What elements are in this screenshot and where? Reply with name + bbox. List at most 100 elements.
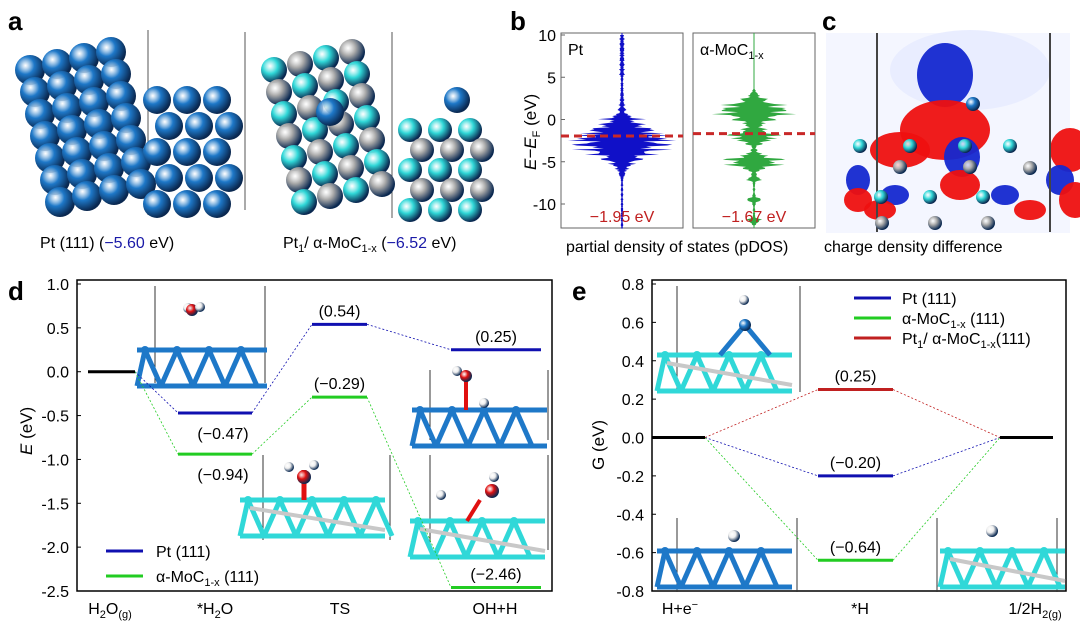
energy-value-label: (0.25) <box>475 329 517 346</box>
legend-label: Pt1/ α-MoC1-x(111) <box>902 331 1031 351</box>
h-atom <box>284 462 294 472</box>
legend-sub: 1-x <box>204 577 220 589</box>
pt-atom <box>173 86 201 114</box>
legend-sub: 1 <box>917 339 923 351</box>
carbon-atom <box>307 139 333 165</box>
connector-line <box>134 371 179 455</box>
category-part: 1/2H <box>1008 601 1042 618</box>
panel-label-a: a <box>8 6 23 36</box>
panel-c-charge-density <box>826 30 1080 233</box>
carbon-atom <box>893 160 907 174</box>
y-tick-label: 0.5 <box>47 321 69 338</box>
slab-atom <box>141 346 149 354</box>
carbon-atom <box>470 178 494 202</box>
panel-a-structures <box>15 30 494 222</box>
x-category-label: TS <box>330 601 350 618</box>
y-tick-label: -0.4 <box>616 507 644 524</box>
slab-bond <box>654 550 668 588</box>
ylabel-part: (eV) <box>521 94 540 131</box>
x-category-label: OH+H <box>473 601 518 618</box>
connector-line <box>892 389 1001 438</box>
energy-value-label: (−0.94) <box>197 467 248 484</box>
plot-frame <box>76 279 553 592</box>
slab-bond <box>237 499 251 537</box>
slab-bond <box>415 519 437 559</box>
slab-bond <box>142 348 164 388</box>
slab-bond <box>417 408 439 448</box>
category-part: H+e <box>662 601 692 618</box>
d-band-center-label: −1.67 eV <box>722 209 787 226</box>
ylabel-sub: F <box>531 130 543 137</box>
y-tick-label: 1.0 <box>47 277 69 294</box>
y-tick-label: -1.5 <box>41 496 69 513</box>
slab-bond <box>222 348 244 388</box>
pt-atom <box>143 190 171 218</box>
carbon-atom <box>276 123 302 149</box>
h-atom <box>436 490 446 500</box>
energy-value-label: (−0.20) <box>830 455 881 472</box>
energy-value-label: (−0.64) <box>830 539 881 556</box>
y-tick-label: -2.0 <box>41 540 69 557</box>
slab-bond <box>277 498 299 538</box>
slab-atom <box>757 547 765 555</box>
carbon-bond <box>419 527 546 553</box>
slab-bond <box>758 549 780 589</box>
mo-atom <box>923 190 937 204</box>
subplot-name-sub: 1-x <box>748 50 764 62</box>
mo-atom <box>976 190 990 204</box>
carbon-atom <box>317 183 343 209</box>
carbon-atom <box>981 216 995 230</box>
d-band-center-label: −1.95 eV <box>590 209 655 226</box>
x-category-label: *H <box>851 601 869 618</box>
slab-atom <box>693 351 701 359</box>
connector-line <box>892 437 1001 561</box>
pt-atom <box>203 86 231 114</box>
carbon-atom <box>359 127 385 153</box>
slab-atom <box>1040 547 1048 555</box>
connector-line <box>366 396 452 588</box>
energy-value-label: (0.54) <box>319 303 361 320</box>
pt-atom <box>72 181 102 211</box>
category-sub: 2(g) <box>1042 609 1062 621</box>
slab-atom <box>244 496 252 504</box>
mo-atom <box>354 105 380 131</box>
legend-label: α-MoC1-x (111) <box>902 311 1005 331</box>
mo-atom <box>398 198 422 222</box>
pt1-moc-caption: Pt1/ α-MoC1-x (−6.52 eV) <box>283 235 456 255</box>
legend-label: Pt (111) <box>156 544 211 561</box>
pt-bond <box>743 323 772 357</box>
slab-bond <box>479 519 501 559</box>
legend-part: (111) <box>966 311 1005 328</box>
carbon-atom <box>410 178 434 202</box>
connector-line <box>134 371 179 414</box>
slab-bond <box>742 549 764 589</box>
carbon-atom <box>1023 161 1037 175</box>
slab-atom <box>448 406 456 414</box>
ylabel-part: E <box>17 443 36 455</box>
slab-bond <box>758 353 780 393</box>
charge-lobe <box>991 185 1019 205</box>
connector-line <box>251 324 313 414</box>
pt-atom <box>99 175 129 205</box>
carbon-bond <box>666 361 793 387</box>
slab-bond <box>945 549 967 589</box>
panel-label-e: e <box>572 276 586 306</box>
mo-atom <box>874 190 888 204</box>
slab-bond <box>511 519 533 559</box>
category-sup: − <box>692 599 698 611</box>
y-tick-label: 0.8 <box>622 277 644 294</box>
mo-atom <box>903 139 917 153</box>
category-part: TS <box>330 601 350 618</box>
slab-bond <box>174 348 196 388</box>
slab-atom <box>308 496 316 504</box>
slab-bond <box>325 498 347 538</box>
carbon-atom <box>875 216 889 230</box>
energy-value-label: (−0.47) <box>197 426 248 443</box>
pt-atom <box>173 190 201 218</box>
slab-bond <box>678 549 700 589</box>
slab-atom <box>725 547 733 555</box>
o-atom <box>485 484 499 498</box>
slab-bond <box>495 519 517 559</box>
pt-atom <box>966 97 980 111</box>
connector-line <box>704 437 819 561</box>
